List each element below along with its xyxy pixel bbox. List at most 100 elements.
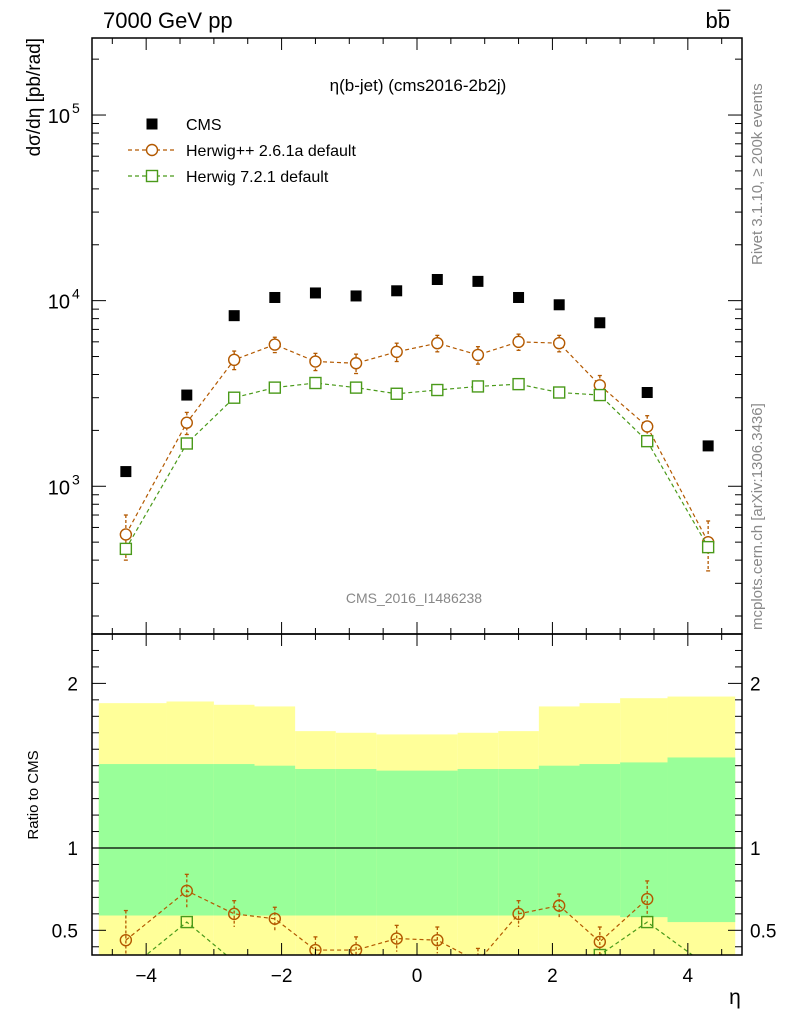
data-point-herwig7 (593, 388, 607, 402)
band-green (579, 764, 621, 916)
data-point-cms (472, 275, 484, 287)
ratio-tick-label-right: 0.5 (750, 921, 776, 942)
data-point-cms (431, 273, 443, 285)
band-green (376, 770, 417, 916)
data-point-herwigpp (309, 355, 322, 368)
ratio-point-herwigpp (641, 892, 654, 906)
ratio-point-herwig7 (641, 915, 654, 929)
ratio-point-herwigpp (390, 932, 403, 945)
ratio-point-herwig7 (180, 915, 193, 929)
ratio-tick-label-left: 0.5 (52, 921, 78, 942)
data-point-herwig7 (349, 381, 363, 394)
ratio-point-herwigpp (552, 899, 566, 912)
legend-label: CMS (186, 117, 222, 134)
legend: CMS Herwig++ 2.6.1a default Herwig 7.2.1 d… (128, 117, 356, 186)
data-point-cms (641, 387, 653, 399)
data-point-cms (553, 299, 565, 311)
band-green (457, 768, 499, 916)
data-point-cms (513, 291, 525, 303)
band-green (98, 764, 167, 916)
data-point-cms (181, 389, 193, 401)
data-point-herwig7 (512, 377, 525, 391)
band-green (417, 770, 458, 916)
y-tick-exponent: 5 (72, 100, 80, 116)
x-tick-label: 4 (683, 966, 694, 987)
data-point-herwigpp (641, 420, 654, 433)
band-green (498, 768, 539, 916)
data-point-cms (269, 291, 281, 303)
data-point-herwig7 (180, 437, 193, 450)
ratio-point-herwigpp (349, 943, 363, 955)
data-point-herwig7 (268, 381, 282, 394)
data-point-cms (594, 317, 606, 329)
x-axis-label: η (729, 986, 741, 1009)
data-point-herwig7 (701, 540, 715, 554)
x-tick-label: −4 (135, 966, 157, 987)
rivet-label: Rivet 3.1.10, ≥ 200k events (749, 83, 766, 265)
data-point-herwigpp (180, 416, 193, 429)
legend-marker-herwigpp (145, 143, 159, 157)
data-point-herwig7 (431, 383, 444, 397)
legend-marker-cms (146, 118, 158, 130)
ratio-point-herwig7 (120, 966, 131, 977)
plot-title: η(b-jet) (cms2016-2b2j) (330, 76, 507, 95)
ratio-plot-panel: −4 −2 0 2 4 0.5 0.5 1 1 2 2 Ratio to CMS η (25, 633, 776, 1009)
ratio-point-herwigpp (268, 912, 282, 925)
data-point-herwig7 (390, 387, 403, 400)
data-point-herwig7 (309, 376, 322, 390)
ratio-point-herwigpp (119, 933, 133, 947)
ratio-tick-label-right: 1 (750, 839, 761, 860)
data-point-herwig7 (471, 380, 485, 393)
ratio-point-herwigpp (512, 907, 525, 921)
data-point-herwig7 (227, 391, 241, 404)
ratio-tick-label-right: 2 (750, 674, 761, 695)
ratio-point-herwig7 (229, 956, 240, 967)
data-point-herwigpp (268, 338, 282, 351)
data-point-cms (120, 466, 132, 478)
ratio-point-herwig7 (703, 961, 714, 972)
header-right: bb̅ (706, 8, 731, 33)
x-tick-label: 2 (547, 966, 558, 987)
data-point-cms (391, 285, 403, 297)
analysis-watermark: CMS_2016_I1486238 (346, 590, 482, 606)
x-tick-label: 0 (412, 966, 423, 987)
y-tick-label: 10 (48, 292, 70, 314)
band-green (213, 764, 255, 916)
band-green (254, 765, 296, 916)
ratio-point-herwigpp (309, 943, 322, 955)
data-point-herwigpp (390, 345, 403, 359)
data-point-herwigpp (431, 336, 444, 350)
data-point-herwigpp (512, 335, 525, 349)
ratio-point-herwigpp (227, 907, 241, 921)
y-tick-label: 10 (48, 477, 70, 499)
ratio-point-herwig7 (593, 948, 607, 955)
band-green (335, 768, 377, 916)
band-green (538, 765, 580, 916)
data-point-herwig7 (641, 434, 654, 448)
ratio-point-herwigpp (431, 933, 444, 947)
ratio-tick-label-left: 2 (67, 674, 78, 695)
series-line-1 (125, 341, 709, 543)
data-point-herwig7 (552, 386, 566, 399)
legend-marker-herwig7 (145, 169, 159, 183)
x-tick-label: −2 (271, 966, 293, 987)
legend-label: Herwig++ 2.6.1a default (186, 143, 356, 160)
y-axis-label: dσ/dη [pb/rad] (24, 38, 45, 156)
data-point-cms (228, 310, 240, 322)
y-tick-label: 10 (48, 106, 70, 128)
legend-label: Herwig 7.2.1 default (186, 169, 329, 186)
y-tick-exponent: 3 (72, 471, 80, 487)
band-green (295, 768, 336, 916)
band-green (166, 764, 214, 916)
series-line-2 (125, 382, 709, 550)
band-green (667, 757, 736, 923)
data-point-herwigpp (119, 528, 133, 541)
y-tick-exponent: 4 (72, 286, 80, 302)
data-point-herwigpp (471, 348, 485, 362)
ratio-tick-label-left: 1 (67, 839, 78, 860)
ratio-axis-label: Ratio to CMS (25, 750, 42, 839)
data-point-cms (702, 440, 714, 452)
data-point-cms (350, 290, 362, 302)
